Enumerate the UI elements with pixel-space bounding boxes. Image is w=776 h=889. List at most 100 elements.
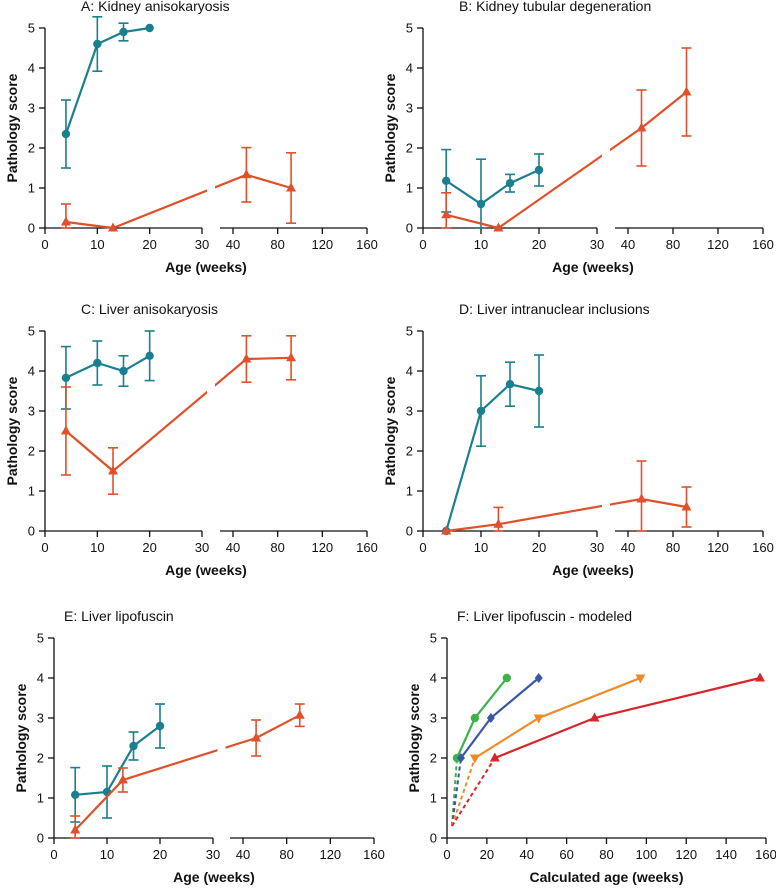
x-tick-label: 40 [226, 237, 240, 252]
series-line [455, 677, 508, 759]
y-tick-label: 2 [28, 444, 35, 459]
x-tick-label: 120 [707, 540, 729, 555]
x-tick-label: 40 [226, 540, 240, 555]
x-tick-label: 100 [636, 847, 658, 862]
series-line [75, 725, 161, 796]
data-point [442, 176, 451, 185]
x-tick-label: 0 [50, 847, 57, 862]
data-point [129, 741, 138, 751]
axis-break-gap [602, 326, 610, 528]
data-point [441, 209, 452, 219]
data-point [469, 754, 480, 764]
y-tick-label: 0 [430, 831, 437, 846]
data-point [60, 425, 71, 435]
data-point [117, 774, 128, 784]
x-tick-label: 30 [590, 540, 604, 555]
x-axis-label: Age (weeks) [165, 562, 247, 578]
data-point [589, 712, 600, 722]
x-tick-label: 0 [419, 540, 426, 555]
x-tick-label: 0 [443, 847, 450, 862]
x-tick-label: 120 [311, 540, 333, 555]
data-point [241, 169, 252, 179]
panel-title: F: Liver lipofuscin - modeled [457, 608, 632, 624]
y-tick-label: 1 [406, 181, 413, 196]
y-tick-label: 0 [37, 831, 44, 846]
series-teal [60, 15, 154, 169]
x-tick-label: 30 [195, 540, 209, 555]
series-line [445, 382, 540, 532]
chart-panel-c: C: Liver anisokaryosis 0 1 2 3 4 5 Pathology sc… [4, 301, 378, 578]
y-tick-label: 5 [28, 324, 35, 339]
y-tick-label: 2 [430, 751, 437, 766]
y-tick-label: 3 [430, 711, 437, 726]
x-axis-label: Age (weeks) [552, 259, 634, 275]
x-tick-label: 160 [356, 237, 378, 252]
data-point [93, 39, 102, 49]
y-tick-label: 2 [37, 751, 44, 766]
y-tick-label: 3 [28, 101, 35, 116]
data-point [456, 753, 465, 763]
chart-panel-b: B: Kidney tubular degeneration 0 1 2 3 4 5 Path… [382, 0, 774, 275]
data-point [145, 23, 154, 33]
data-point [755, 672, 766, 682]
panel-title: B: Kidney tubular degeneration [459, 0, 651, 14]
series-orange [441, 460, 692, 535]
y-tick-label: 5 [37, 631, 44, 646]
series-orange [70, 703, 305, 839]
y-axis-label: Pathology score [4, 73, 20, 182]
series-orange [451, 674, 646, 827]
x-tick-label: 20 [532, 237, 546, 252]
y-axis-label: Pathology score [382, 73, 398, 182]
data-point [505, 179, 515, 188]
axis-break-gap [207, 326, 215, 528]
x-tick-label: 10 [90, 540, 104, 555]
panel-title: A: Kidney anisokaryosis [81, 0, 230, 14]
x-tick-label: 30 [206, 847, 220, 862]
chart-panel-f: F: Liver lipofuscin - modeled 0 1 2 3 4 5 Patho… [406, 608, 776, 885]
data-point [286, 352, 297, 362]
series-orange [60, 146, 297, 232]
panel-title: C: Liver anisokaryosis [81, 301, 218, 317]
data-point [61, 129, 71, 139]
x-tick-label: 120 [675, 847, 697, 862]
data-point [534, 673, 543, 683]
x-tick-label: 40 [520, 847, 534, 862]
data-point [476, 406, 486, 416]
data-point [61, 373, 71, 382]
x-tick-label: 160 [752, 237, 774, 252]
y-tick-label: 5 [28, 21, 35, 36]
series-teal [60, 330, 155, 410]
series-line [474, 676, 641, 759]
series-dashed-line [451, 757, 458, 827]
y-tick-label: 1 [37, 791, 44, 806]
series-dashed-line [451, 757, 476, 827]
y-tick-label: 5 [430, 631, 437, 646]
x-tick-label: 80 [270, 237, 284, 252]
x-tick-label: 160 [356, 540, 378, 555]
series-teal [441, 148, 544, 229]
x-tick-label: 140 [715, 847, 737, 862]
x-tick-label: 120 [311, 237, 333, 252]
data-point [241, 353, 252, 363]
data-point [119, 366, 128, 376]
series-line [65, 173, 292, 230]
data-point [635, 674, 646, 684]
data-point [441, 525, 452, 535]
series-orange [60, 334, 297, 496]
y-tick-label: 3 [37, 711, 44, 726]
data-point [534, 386, 544, 396]
data-point [71, 790, 80, 799]
data-point [70, 824, 81, 834]
data-point [286, 182, 297, 192]
data-point [486, 713, 495, 723]
x-tick-label: 0 [419, 237, 426, 252]
y-tick-label: 0 [28, 524, 35, 539]
y-tick-label: 3 [406, 101, 413, 116]
data-point [493, 518, 504, 528]
x-tick-label: 80 [270, 540, 284, 555]
data-point [476, 199, 486, 209]
x-tick-label: 0 [41, 237, 48, 252]
axis-break-gap [602, 23, 610, 225]
data-point [60, 216, 71, 226]
x-tick-label: 120 [319, 847, 341, 862]
